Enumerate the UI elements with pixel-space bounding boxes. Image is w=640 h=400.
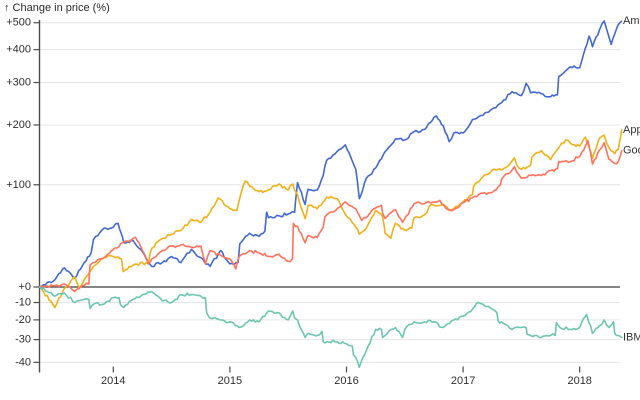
series-line-amazon xyxy=(38,20,623,288)
series-label-apple: Apple xyxy=(623,124,640,136)
y-tick-label: +100 xyxy=(6,179,31,191)
y-axis-title: ↑ Change in price (%) xyxy=(4,2,110,14)
y-tick-label: +300 xyxy=(6,77,31,89)
series-label-ibm: IBM xyxy=(623,332,640,344)
y-tick-label: +500 xyxy=(6,17,31,29)
series-label-google: Google xyxy=(623,145,640,157)
x-tick-label: 2015 xyxy=(218,375,242,387)
series-line-ibm xyxy=(38,286,623,369)
series-line-apple xyxy=(38,129,623,309)
y-tick-label: -30 xyxy=(15,334,31,346)
x-tick-label: 2017 xyxy=(451,375,475,387)
y-tick-label: +200 xyxy=(6,119,31,131)
y-tick-label: -40 xyxy=(15,356,31,368)
series-label-amazon: Amazon xyxy=(623,15,640,27)
x-tick-label: 2014 xyxy=(101,375,125,387)
x-tick-label: 2018 xyxy=(567,375,591,387)
y-tick-label: -10 xyxy=(15,297,31,309)
series-line-google xyxy=(38,139,623,293)
x-tick-label: 2016 xyxy=(334,375,358,387)
y-tick-label: -20 xyxy=(15,314,31,326)
y-tick-label: +400 xyxy=(6,44,31,56)
y-tick-label: +0 xyxy=(18,281,31,293)
